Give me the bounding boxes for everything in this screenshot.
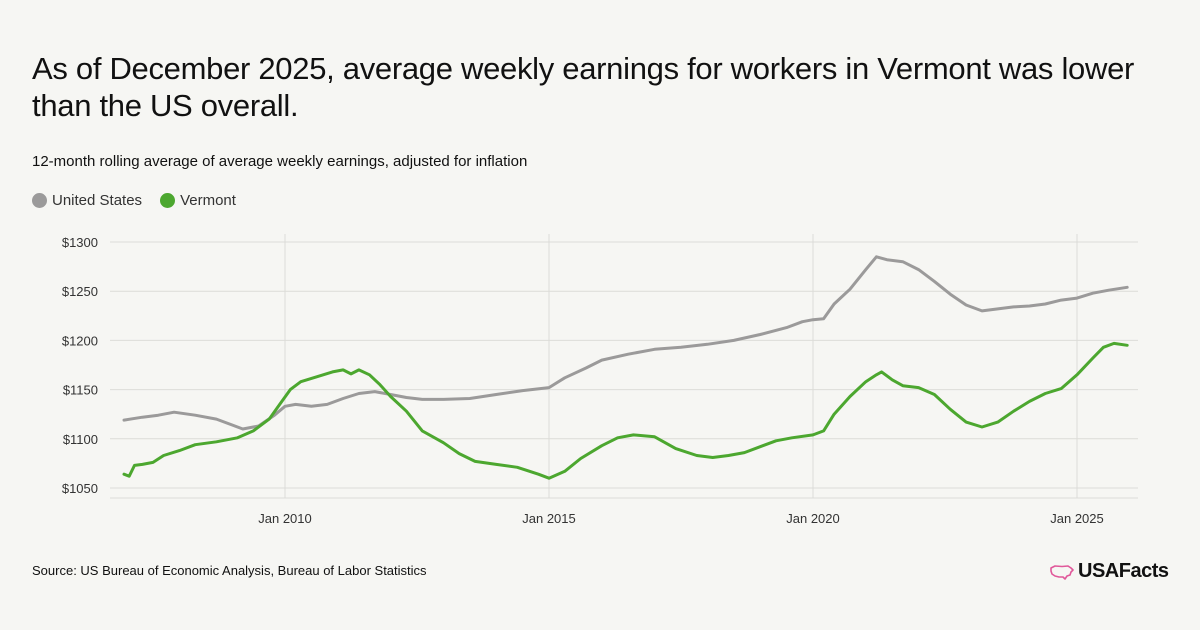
series-line-vermont <box>122 341 1129 480</box>
series-lines <box>122 255 1129 480</box>
x-tick-label: Jan 2010 <box>258 511 312 526</box>
y-tick-label: $1300 <box>62 235 98 250</box>
legend-label-united-states: United States <box>52 192 143 209</box>
y-axis-labels: $1050 $1100 $1150 $1200 $1250 $1300 <box>62 235 98 496</box>
legend-swatch-united-states <box>32 193 47 208</box>
chart-subtitle: 12-month rolling average of average week… <box>32 153 528 170</box>
x-tick-label: Jan 2015 <box>522 511 576 526</box>
y-tick-label: $1100 <box>63 432 98 447</box>
legend: United States Vermont <box>32 192 254 209</box>
source-note: Source: US Bureau of Economic Analysis, … <box>32 563 427 578</box>
usafacts-logo[interactable]: USAFacts <box>1050 560 1169 583</box>
y-tick-label: $1050 <box>62 481 98 496</box>
y-tick-label: $1150 <box>63 383 98 398</box>
x-axis-labels: Jan 2010 Jan 2015 Jan 2020 Jan 2025 <box>258 511 1104 526</box>
x-tick-label: Jan 2020 <box>786 511 840 526</box>
line-chart: $1050$1100$1150$1200$1250$1300 Jan 2010 J… <box>62 234 1138 526</box>
grid-lines <box>110 234 1138 499</box>
y-tick-label: $1250 <box>62 284 98 299</box>
legend-label-vermont: Vermont <box>180 192 236 209</box>
brand-name: USAFacts <box>1078 560 1169 582</box>
y-tick-label: $1200 <box>62 333 98 348</box>
legend-item-vermont[interactable]: Vermont <box>160 192 236 209</box>
legend-swatch-vermont <box>160 193 176 208</box>
chart-title: As of December 2025, average weekly earn… <box>32 51 1135 123</box>
x-tick-label: Jan 2025 <box>1050 511 1104 526</box>
legend-item-united-states[interactable]: United States <box>32 192 142 209</box>
series-line-united-states <box>122 255 1129 431</box>
us-map-icon <box>1050 564 1074 580</box>
